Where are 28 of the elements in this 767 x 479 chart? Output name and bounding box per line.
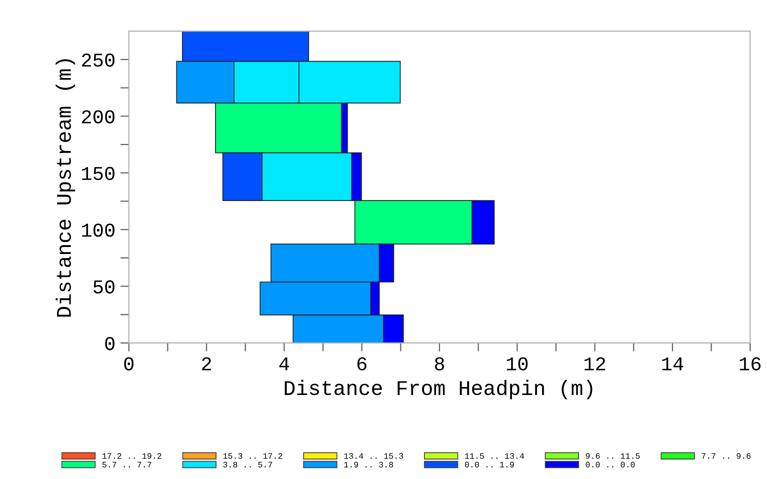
y-axis-title: Distance Upstream (m): [56, 59, 76, 317]
x-tick-label: 2: [202, 357, 211, 370]
y-tick-label: 200: [82, 110, 114, 124]
x-tick-label: 14: [662, 357, 684, 370]
legend-label: 15.3 .. 17.2: [223, 453, 282, 459]
x-tick-label: 16: [740, 357, 761, 370]
legend-label: 0.0 .. 1.9: [464, 462, 514, 468]
y-tick-label: 150: [82, 166, 114, 180]
x-axis-title: Distance From Headpin (m): [284, 380, 592, 400]
y-tick-label: 250: [82, 54, 114, 67]
x-tick-label: 10: [506, 357, 528, 370]
x-tick-label: 12: [584, 357, 606, 370]
legend-label: 7.7 .. 9.6: [702, 453, 751, 459]
x-tick-label: 4: [279, 357, 290, 370]
x-tick-label: 6: [357, 357, 366, 370]
y-tick-label: 100: [82, 224, 114, 237]
legend-label: 13.4 .. 15.3: [344, 453, 404, 459]
legend-label: 3.8 .. 5.7: [223, 462, 272, 468]
x-tick-label: 8: [434, 357, 444, 370]
legend-label: 9.6 .. 11.5: [586, 453, 640, 459]
legend-label: 5.7 .. 7.7: [102, 462, 152, 468]
legend-label: 11.5 .. 13.4: [465, 453, 524, 459]
y-tick-label: 0: [105, 337, 114, 350]
x-tick-label: 0: [124, 357, 134, 370]
y-tick-label: 50: [94, 280, 114, 294]
legend-label: 1.9 .. 3.8: [344, 462, 394, 468]
legend-label: 0.0 .. 0.0: [586, 462, 635, 468]
legend-label: 17.2 .. 19.2: [102, 453, 162, 459]
